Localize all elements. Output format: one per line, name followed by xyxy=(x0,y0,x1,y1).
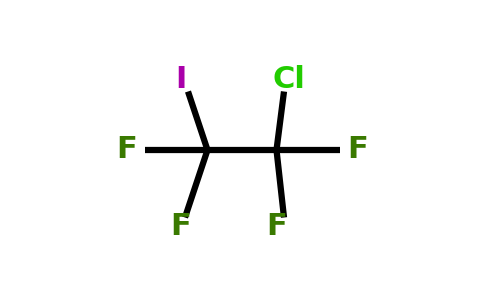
Text: F: F xyxy=(116,136,137,164)
Text: F: F xyxy=(347,136,368,164)
Text: Cl: Cl xyxy=(272,65,305,94)
Text: F: F xyxy=(170,212,191,241)
Text: I: I xyxy=(175,65,186,94)
Text: F: F xyxy=(266,212,287,241)
